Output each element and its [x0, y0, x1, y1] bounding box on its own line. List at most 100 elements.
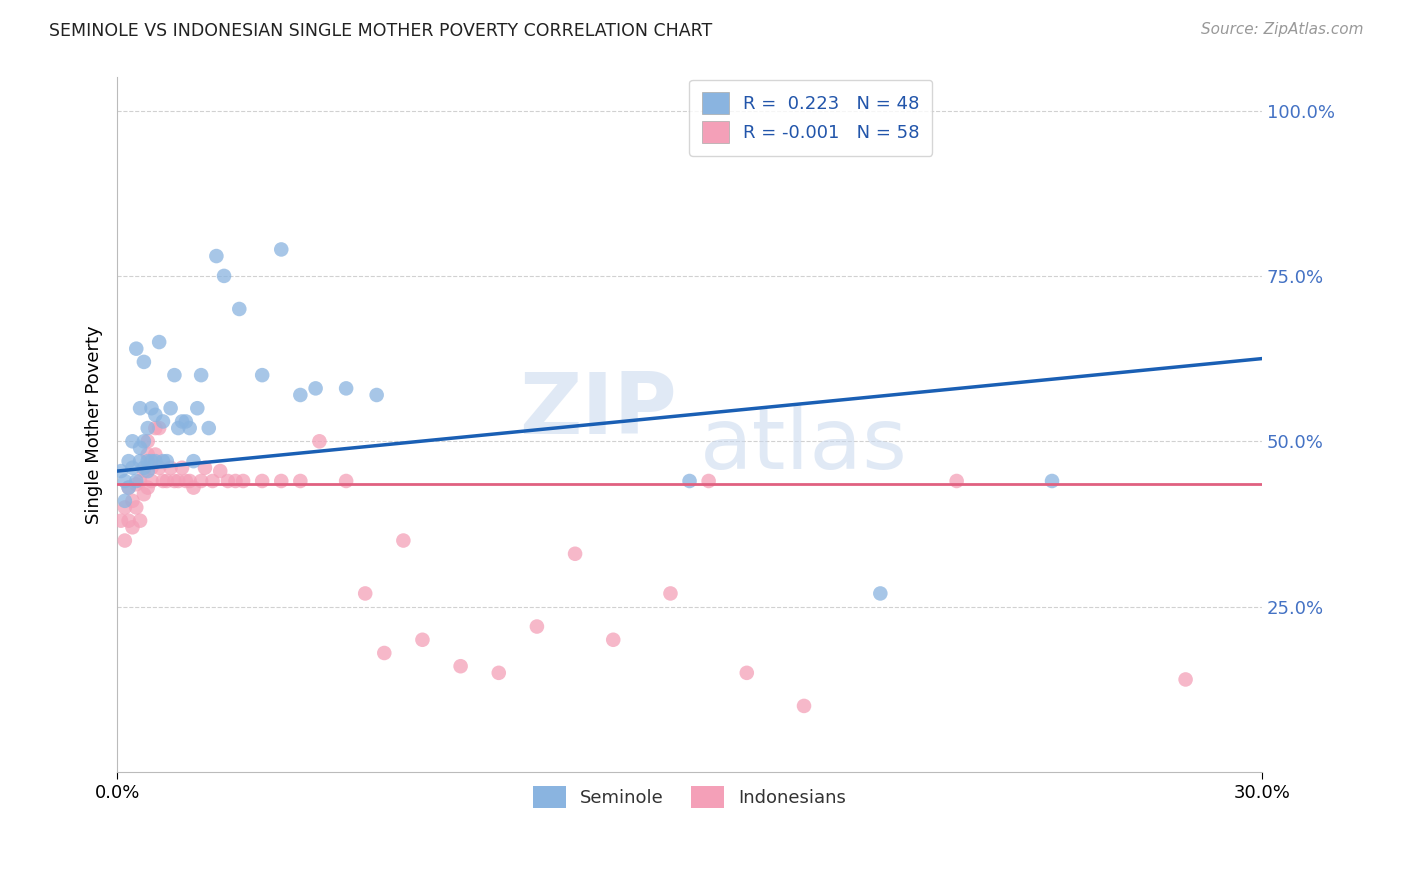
Point	[114, 500, 136, 515]
Point	[148, 421, 170, 435]
Point	[152, 454, 174, 468]
Point	[143, 454, 166, 468]
Point	[179, 474, 201, 488]
Point	[735, 665, 758, 680]
Point	[190, 474, 212, 488]
Point	[148, 334, 170, 349]
Point	[136, 454, 159, 468]
Point	[212, 268, 235, 283]
Point	[174, 474, 197, 488]
Point	[217, 474, 239, 488]
Point	[179, 421, 201, 435]
Point	[167, 474, 190, 488]
Point	[136, 464, 159, 478]
Point	[270, 474, 292, 488]
Point	[125, 500, 148, 515]
Point	[129, 441, 152, 455]
Text: ZIP: ZIP	[519, 369, 676, 452]
Point	[183, 454, 205, 468]
Point	[869, 586, 891, 600]
Point	[136, 448, 159, 462]
Point	[270, 243, 292, 257]
Point	[526, 619, 548, 633]
Point	[125, 342, 148, 356]
Point	[167, 421, 190, 435]
Point	[659, 586, 682, 600]
Point	[194, 460, 217, 475]
Point	[232, 474, 254, 488]
Point	[224, 474, 246, 488]
Text: SEMINOLE VS INDONESIAN SINGLE MOTHER POVERTY CORRELATION CHART: SEMINOLE VS INDONESIAN SINGLE MOTHER POV…	[49, 22, 713, 40]
Point	[110, 514, 132, 528]
Point	[143, 408, 166, 422]
Point	[121, 434, 143, 449]
Point	[152, 474, 174, 488]
Point	[132, 434, 155, 449]
Point	[156, 454, 179, 468]
Point	[366, 388, 388, 402]
Legend: Seminole, Indonesians: Seminole, Indonesians	[526, 779, 853, 815]
Point	[450, 659, 472, 673]
Point	[250, 368, 273, 383]
Point	[129, 401, 152, 416]
Point	[121, 460, 143, 475]
Point	[125, 477, 148, 491]
Point	[132, 460, 155, 475]
Point	[392, 533, 415, 548]
Point	[1040, 474, 1063, 488]
Point	[121, 520, 143, 534]
Point	[373, 646, 395, 660]
Point	[602, 632, 624, 647]
Point	[304, 381, 326, 395]
Point	[697, 474, 720, 488]
Point	[129, 454, 152, 468]
Point	[117, 454, 139, 468]
Point	[132, 487, 155, 501]
Point	[132, 464, 155, 478]
Point	[117, 481, 139, 495]
Point	[159, 460, 181, 475]
Point	[136, 481, 159, 495]
Point	[152, 414, 174, 428]
Point	[228, 301, 250, 316]
Point	[793, 698, 815, 713]
Point	[290, 474, 312, 488]
Point	[411, 632, 433, 647]
Point	[143, 448, 166, 462]
Point	[136, 421, 159, 435]
Point	[678, 474, 700, 488]
Point	[183, 481, 205, 495]
Point	[335, 474, 357, 488]
Point	[174, 414, 197, 428]
Point	[110, 464, 132, 478]
Point	[170, 460, 193, 475]
Point	[117, 481, 139, 495]
Point	[114, 533, 136, 548]
Point	[121, 493, 143, 508]
Point	[190, 368, 212, 383]
Point	[129, 514, 152, 528]
Point	[290, 388, 312, 402]
Point	[250, 474, 273, 488]
Point	[159, 401, 181, 416]
Point	[125, 474, 148, 488]
Point	[170, 414, 193, 428]
Point	[163, 474, 186, 488]
Text: Source: ZipAtlas.com: Source: ZipAtlas.com	[1201, 22, 1364, 37]
Point	[114, 474, 136, 488]
Point	[354, 586, 377, 600]
Point	[163, 368, 186, 383]
Point	[197, 421, 219, 435]
Point	[129, 474, 152, 488]
Point	[1174, 673, 1197, 687]
Point	[141, 454, 163, 468]
Point	[114, 493, 136, 508]
Point	[308, 434, 330, 449]
Point	[148, 460, 170, 475]
Point	[117, 514, 139, 528]
Point	[488, 665, 510, 680]
Point	[143, 421, 166, 435]
Point	[564, 547, 586, 561]
Y-axis label: Single Mother Poverty: Single Mother Poverty	[86, 326, 103, 524]
Point	[141, 401, 163, 416]
